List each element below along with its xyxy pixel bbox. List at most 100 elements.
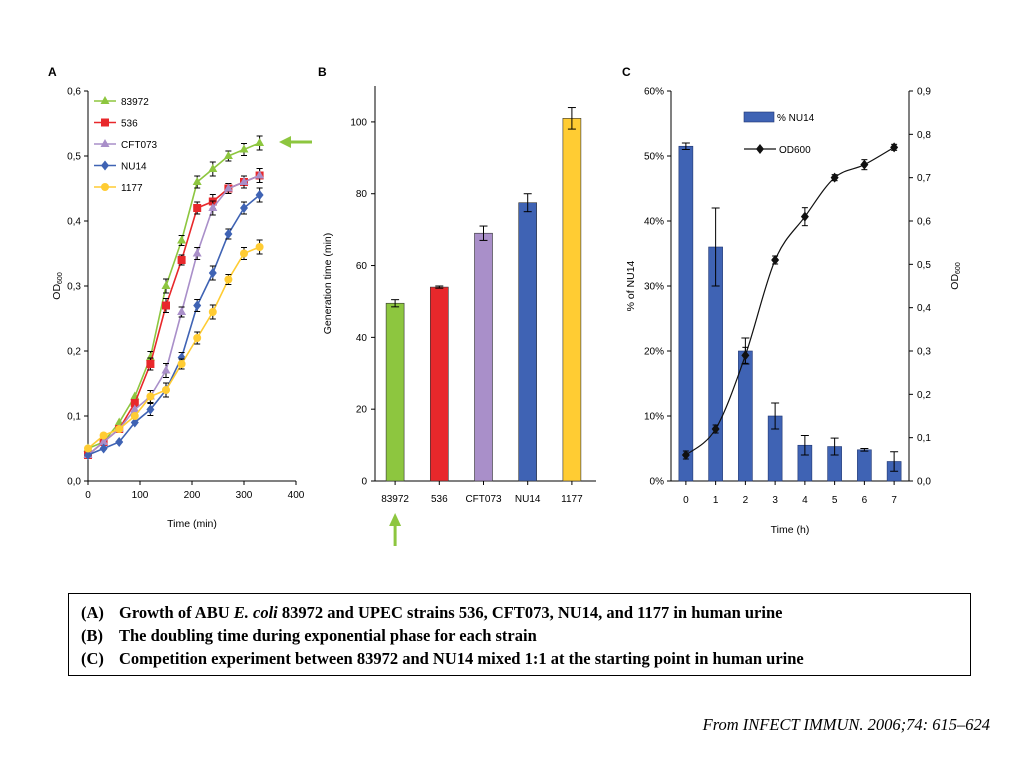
arrow-a-head xyxy=(279,136,291,148)
y-tick-label-a: 0,0 xyxy=(67,477,81,488)
data-point xyxy=(130,404,140,413)
y-tick-label-b: 20 xyxy=(356,405,368,416)
y-tick-label-a: 0,6 xyxy=(67,87,81,98)
legend-label-a: 83972 xyxy=(121,97,149,108)
series-a-83972 xyxy=(83,135,265,452)
series-line xyxy=(87,246,260,450)
data-point xyxy=(193,204,202,212)
legend-marker-a xyxy=(101,160,109,171)
caption-line-c: (C) Competition experiment between 83972 … xyxy=(81,647,970,670)
y-tick-label-b: 100 xyxy=(350,117,367,128)
data-point xyxy=(161,281,171,289)
bar-b xyxy=(385,302,405,482)
x-tick-label-a: 0 xyxy=(85,490,91,501)
x-tick-label-b: 536 xyxy=(431,494,448,505)
data-point xyxy=(208,308,217,316)
data-point xyxy=(255,190,264,200)
y-axis-label-b: Generation time (min) xyxy=(322,233,334,335)
data-point xyxy=(224,229,233,239)
legend-swatch-c xyxy=(743,111,775,123)
y-tick-label-c: 20% xyxy=(644,347,664,358)
series-line xyxy=(87,142,260,450)
y-tick-label-c: 30% xyxy=(644,282,664,293)
data-point xyxy=(130,417,139,428)
data-point xyxy=(114,417,124,426)
x-tick-label-c: 1 xyxy=(713,495,719,506)
y-tick-label-c: 40% xyxy=(644,217,664,228)
bar-b xyxy=(518,202,538,482)
panel-label-b: B xyxy=(318,65,327,79)
x-tick-label-c: 7 xyxy=(891,495,897,506)
data-point xyxy=(255,243,264,251)
bar-b xyxy=(562,118,582,482)
data-point xyxy=(177,235,187,244)
y-tick-label-c: 60% xyxy=(644,87,664,98)
x-axis-label-a: Time (min) xyxy=(167,518,217,530)
data-point xyxy=(162,301,170,310)
x-tick-label-c: 0 xyxy=(683,495,689,506)
figure: A0,00,10,20,30,40,50,60 100 200 300 400Time … xyxy=(48,65,962,546)
legend-marker-c xyxy=(756,144,764,154)
bar-b xyxy=(474,232,493,482)
data-point xyxy=(84,450,92,460)
legend-label-a: CFT073 xyxy=(121,140,158,151)
source-citation: From INFECT IMMUN. 2006;74: 615–624 xyxy=(702,715,990,734)
y-tick-label-a: 0,1 xyxy=(67,412,81,423)
data-point xyxy=(146,360,155,368)
x-tick-label-c: 3 xyxy=(772,495,778,506)
od600-point xyxy=(800,211,809,222)
od600-line xyxy=(685,146,895,456)
series-line xyxy=(87,194,261,456)
x-tick-label-a: 300 xyxy=(236,490,253,501)
data-point xyxy=(115,425,124,433)
x-tick-label-b: 1177 xyxy=(561,494,583,505)
data-point xyxy=(240,203,248,213)
x-tick-label-a: 100 xyxy=(132,490,149,501)
data-point xyxy=(240,249,248,258)
data-point xyxy=(192,248,202,257)
caption-tag: (A) xyxy=(81,603,104,622)
data-point xyxy=(177,256,186,264)
legend-marker-a xyxy=(101,118,109,127)
y2-tick-label-c: 0,4 xyxy=(917,303,931,314)
data-point xyxy=(177,307,187,315)
data-point xyxy=(239,177,249,185)
y2-tick-label-c: 0,3 xyxy=(917,347,931,358)
legend-marker-a xyxy=(100,96,110,104)
y-tick-label-b: 0 xyxy=(361,477,367,488)
y-axis-label-sub-a: 600 xyxy=(57,272,64,284)
bar-b xyxy=(429,286,449,482)
data-point xyxy=(255,170,265,179)
y-tick-label-b: 80 xyxy=(356,189,368,200)
data-point xyxy=(146,404,155,415)
data-point xyxy=(193,300,202,311)
bar-c xyxy=(857,449,872,482)
bar-c xyxy=(678,145,694,482)
y-tick-label-a: 0,4 xyxy=(67,217,81,228)
data-point xyxy=(177,360,186,368)
series-a-536 xyxy=(84,168,264,459)
series-line xyxy=(87,174,260,456)
x-axis-label-c: Time (h) xyxy=(771,524,810,536)
x-tick-label-b: 83972 xyxy=(381,494,409,505)
y2-tick-label-c: 0,9 xyxy=(917,87,931,98)
legend-label-a: NU14 xyxy=(121,162,147,173)
legend-marker-a xyxy=(101,183,109,191)
data-point xyxy=(84,444,92,453)
x-tick-label-b: NU14 xyxy=(515,494,541,505)
y-axis-label-a: OD600 xyxy=(51,272,64,300)
data-point xyxy=(223,151,233,159)
caption-tag: (C) xyxy=(81,649,104,668)
legend-label-c: OD600 xyxy=(779,145,811,156)
y-tick-label-a: 0,2 xyxy=(67,347,81,358)
y2-axis-label-sub-c: 600 xyxy=(955,262,962,274)
od600-point xyxy=(681,450,690,460)
data-point xyxy=(193,334,202,342)
y2-tick-label-c: 0,5 xyxy=(917,260,931,271)
caption-text: Growth of ABU xyxy=(119,603,234,622)
series-a-1177 xyxy=(84,239,264,453)
y-tick-label-a: 0,5 xyxy=(67,152,81,163)
y-tick-label-b: 60 xyxy=(356,261,368,272)
legend-label-c: % NU14 xyxy=(777,113,815,124)
data-point xyxy=(162,386,170,394)
